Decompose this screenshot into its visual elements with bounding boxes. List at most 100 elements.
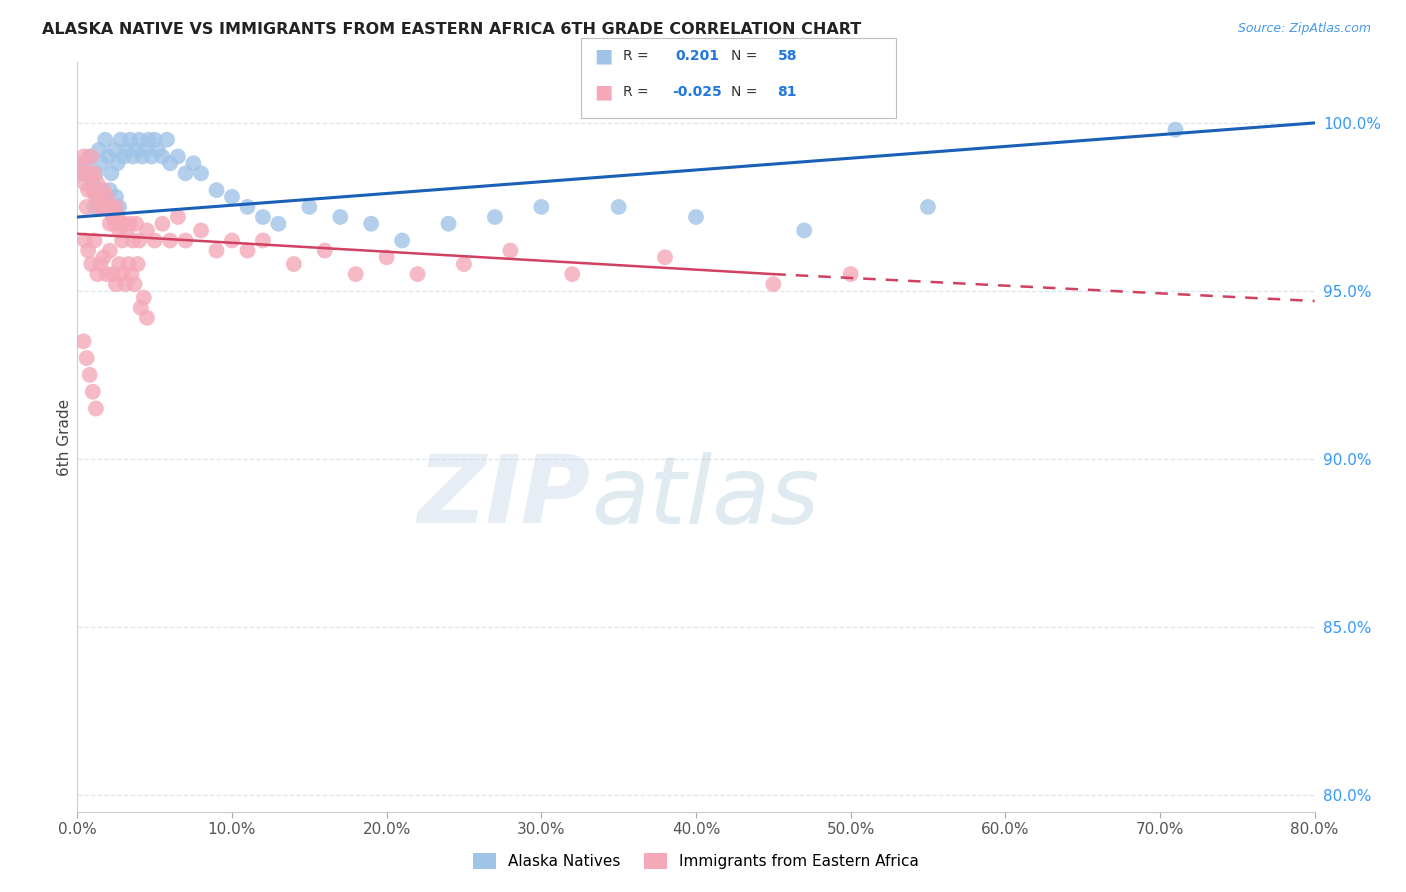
Point <box>105 200 127 214</box>
Text: R =: R = <box>623 49 648 63</box>
Point <box>101 200 124 214</box>
Point <box>110 133 132 147</box>
Point <box>79 149 101 163</box>
Point <box>156 133 179 147</box>
Point <box>136 310 159 325</box>
Point <box>80 257 103 271</box>
Point <box>111 234 134 248</box>
Point <box>101 210 124 224</box>
Text: ALASKA NATIVE VS IMMIGRANTS FROM EASTERN AFRICA 6TH GRADE CORRELATION CHART: ALASKA NATIVE VS IMMIGRANTS FROM EASTERN… <box>42 22 862 37</box>
Point <box>146 143 169 157</box>
Point <box>128 234 150 248</box>
Point <box>134 143 156 157</box>
Point <box>112 149 135 163</box>
Point <box>122 234 145 248</box>
Point <box>221 190 243 204</box>
Point <box>174 166 197 180</box>
Point <box>83 166 105 180</box>
Point <box>72 166 94 180</box>
Point <box>77 244 100 258</box>
Point <box>90 183 112 197</box>
Point <box>107 156 129 170</box>
Point <box>100 200 122 214</box>
Point <box>82 183 104 197</box>
Point <box>167 149 190 163</box>
Point <box>121 267 143 281</box>
Text: 0.201: 0.201 <box>675 49 718 63</box>
Point <box>75 234 96 248</box>
Point <box>93 200 115 214</box>
Point <box>437 217 460 231</box>
Point <box>406 267 429 281</box>
Point <box>118 217 141 231</box>
Point <box>124 277 146 292</box>
Point <box>110 217 132 231</box>
Point <box>159 234 181 248</box>
Point <box>96 190 118 204</box>
Point <box>114 277 136 292</box>
Text: R =: R = <box>623 85 648 99</box>
Point <box>190 166 212 180</box>
Point <box>86 267 108 281</box>
Point <box>108 200 131 214</box>
Point <box>298 200 321 214</box>
Point <box>122 149 145 163</box>
Point <box>97 149 120 163</box>
Point <box>360 217 382 231</box>
Point <box>93 183 115 197</box>
Point <box>112 217 135 231</box>
Point <box>138 133 160 147</box>
Point <box>76 200 98 214</box>
Point <box>127 257 149 271</box>
Point <box>91 200 114 214</box>
Point <box>131 149 153 163</box>
Point <box>252 234 274 248</box>
Text: N =: N = <box>731 49 758 63</box>
Point <box>90 257 112 271</box>
Point <box>94 133 117 147</box>
Point <box>80 149 103 163</box>
Point <box>125 217 148 231</box>
Point <box>87 143 110 157</box>
Point <box>205 183 228 197</box>
Point <box>111 267 134 281</box>
Point <box>128 133 150 147</box>
Point <box>1164 122 1187 136</box>
Point <box>167 210 190 224</box>
Point <box>107 210 129 224</box>
Point <box>82 384 104 399</box>
Text: ■: ■ <box>595 46 613 66</box>
Point <box>607 200 630 214</box>
Point <box>152 149 174 163</box>
Point <box>84 401 107 416</box>
Point <box>159 156 181 170</box>
Point <box>70 156 93 170</box>
Point <box>329 210 352 224</box>
Point <box>98 244 121 258</box>
Point <box>69 166 91 180</box>
Point <box>283 257 305 271</box>
Point <box>141 149 163 163</box>
Point <box>83 200 105 214</box>
Point <box>174 234 197 248</box>
Text: ■: ■ <box>595 82 613 102</box>
Point <box>190 223 212 237</box>
Point <box>129 301 152 315</box>
Point <box>103 217 125 231</box>
Point <box>93 250 115 264</box>
Point <box>793 223 815 237</box>
Point <box>484 210 506 224</box>
Point <box>84 190 107 204</box>
Point <box>87 200 110 214</box>
Point <box>152 217 174 231</box>
Point <box>236 200 259 214</box>
Point <box>103 143 125 157</box>
Point <box>344 267 367 281</box>
Text: Source: ZipAtlas.com: Source: ZipAtlas.com <box>1237 22 1371 36</box>
Point <box>115 223 138 237</box>
Point <box>839 267 862 281</box>
Point <box>453 257 475 271</box>
Point <box>499 244 522 258</box>
Point <box>205 244 228 258</box>
Point <box>561 267 583 281</box>
